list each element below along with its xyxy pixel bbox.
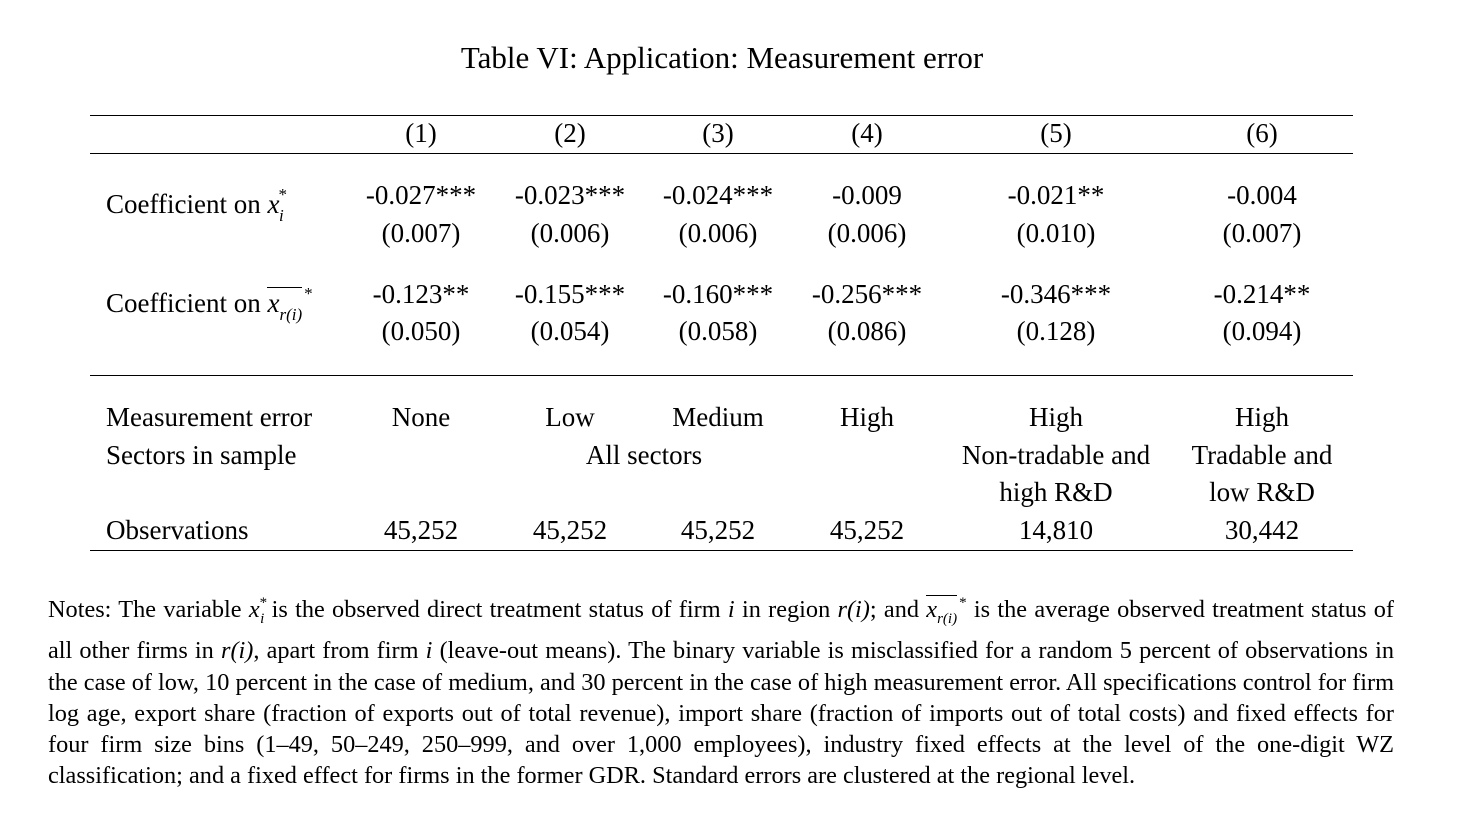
table-title: Table VI: Application: Measurement error: [460, 40, 984, 75]
col-header-6: (6): [1246, 118, 1278, 148]
me-col4: High: [840, 402, 894, 432]
se1-col3: (0.006): [678, 218, 758, 248]
row-label-coef-xi: Coefficient on x*i: [106, 185, 287, 225]
sectors-col6-line2: low R&D: [1209, 477, 1315, 507]
sectors-col5-line2: high R&D: [999, 477, 1113, 507]
se2-col5: (0.128): [1016, 316, 1096, 346]
star-sup: *: [304, 284, 313, 303]
obs-col5: 14,810: [1018, 515, 1094, 545]
obs-col3: 45,252: [680, 515, 756, 545]
col-header-5: (5): [1040, 118, 1072, 148]
col-header-2: (2): [554, 118, 586, 148]
sectors-all: All sectors: [585, 440, 703, 470]
me-col6: High: [1235, 402, 1289, 432]
coef1-col4: -0.009: [832, 180, 902, 210]
me-col2: Low: [545, 402, 595, 432]
coef1-col3: -0.024***: [662, 180, 774, 210]
coef1-col2: -0.023***: [514, 180, 626, 210]
se1-col1: (0.007): [381, 218, 461, 248]
coef2-col1: -0.123**: [372, 279, 470, 309]
se1-col4: (0.006): [827, 218, 907, 248]
se2-col1: (0.050): [381, 316, 461, 346]
row-label-coef-xri: Coefficient on xr(i)*: [106, 277, 313, 332]
se2-col3: (0.058): [678, 316, 758, 346]
se2-col6: (0.094): [1222, 316, 1302, 346]
coef1-col1: -0.027***: [365, 180, 477, 210]
star-sup: *: [278, 185, 287, 204]
se1-col5: (0.010): [1016, 218, 1096, 248]
row-label-sectors: Sectors in sample: [106, 440, 297, 470]
sub-i: i: [278, 206, 284, 225]
bottom-rule: [90, 550, 1353, 551]
row-label-observations: Observations: [106, 515, 249, 545]
me-col1: None: [391, 402, 451, 432]
notes-overline-x-ri: xr(i): [926, 594, 957, 635]
col-header-4: (4): [851, 118, 883, 148]
var-x: x: [267, 189, 280, 219]
coef2-col4: -0.256***: [811, 279, 923, 309]
overline-x-ri: xr(i): [267, 286, 302, 332]
mid-rule: [90, 375, 1353, 376]
se1-col6: (0.007): [1222, 218, 1302, 248]
coef1-col6: -0.004: [1227, 180, 1297, 210]
me-col3: Medium: [672, 402, 764, 432]
row-label-measurement-error: Measurement error: [106, 402, 313, 432]
sectors-col6-line1: Tradable and: [1191, 440, 1333, 470]
obs-col2: 45,252: [532, 515, 608, 545]
obs-col6: 30,442: [1224, 515, 1300, 545]
se2-col2: (0.054): [530, 316, 610, 346]
coef1-col5: -0.021**: [1007, 180, 1105, 210]
coef2-col2: -0.155***: [514, 279, 626, 309]
coef2-col3: -0.160***: [662, 279, 774, 309]
obs-col4: 45,252: [829, 515, 905, 545]
table-notes: Notes: The variable x*i is the observed …: [48, 594, 1395, 790]
col-header-3: (3): [702, 118, 734, 148]
col-header-1: (1): [405, 118, 437, 148]
me-col5: High: [1029, 402, 1083, 432]
header-rule: [90, 153, 1353, 154]
se2-col4: (0.086): [827, 316, 907, 346]
se1-col2: (0.006): [530, 218, 610, 248]
coef2-col5: -0.346***: [1000, 279, 1112, 309]
coef2-col6: -0.214**: [1213, 279, 1311, 309]
top-rule: [90, 115, 1353, 116]
obs-col1: 45,252: [383, 515, 459, 545]
sectors-col5-line1: Non-tradable and: [961, 440, 1151, 470]
